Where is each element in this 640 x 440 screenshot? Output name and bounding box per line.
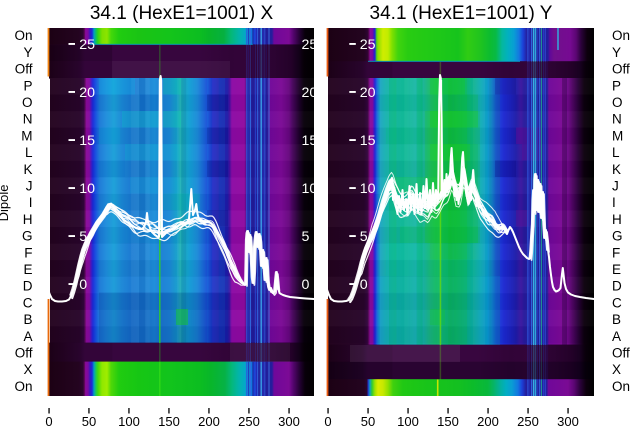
svg-text:5: 5	[360, 229, 368, 245]
svg-text:50: 50	[82, 414, 96, 429]
svg-text:150: 150	[158, 414, 180, 429]
svg-text:On: On	[612, 28, 630, 43]
svg-text:H: H	[612, 212, 622, 227]
svg-text:L: L	[25, 145, 33, 160]
svg-text:15: 15	[302, 133, 318, 149]
svg-text:I: I	[612, 195, 616, 210]
svg-text:J: J	[612, 179, 619, 194]
svg-text:D: D	[612, 279, 622, 294]
svg-text:X: X	[23, 362, 32, 377]
svg-text:5: 5	[79, 229, 87, 245]
svg-text:G: G	[612, 229, 623, 244]
svg-text:0: 0	[360, 277, 368, 293]
svg-text:200: 200	[198, 414, 220, 429]
svg-text:P: P	[612, 78, 621, 93]
svg-text:G: G	[22, 229, 33, 244]
svg-text:15: 15	[79, 133, 95, 149]
svg-text:5: 5	[302, 229, 310, 245]
svg-text:O: O	[612, 95, 623, 110]
svg-text:15: 15	[360, 133, 376, 149]
svg-text:F: F	[612, 245, 620, 260]
svg-text:B: B	[612, 312, 621, 327]
svg-text:0: 0	[79, 277, 87, 293]
svg-text:0: 0	[302, 277, 310, 293]
svg-text:Y: Y	[23, 45, 32, 60]
svg-text:0: 0	[324, 414, 331, 429]
svg-text:50: 50	[361, 414, 375, 429]
svg-text:P: P	[23, 78, 32, 93]
svg-text:A: A	[612, 329, 621, 344]
svg-text:K: K	[23, 162, 32, 177]
svg-text:300: 300	[557, 414, 579, 429]
svg-text:0: 0	[45, 414, 52, 429]
svg-text:H: H	[23, 212, 33, 227]
svg-text:M: M	[21, 128, 32, 143]
svg-text:10: 10	[360, 181, 376, 197]
svg-text:150: 150	[437, 414, 459, 429]
svg-text:M: M	[612, 128, 623, 143]
svg-text:Off: Off	[15, 62, 33, 77]
svg-text:20: 20	[79, 85, 95, 101]
svg-text:X: X	[612, 362, 621, 377]
svg-text:34.1 (HexE1=1001) Y: 34.1 (HexE1=1001) Y	[370, 3, 553, 24]
svg-text:I: I	[29, 195, 33, 210]
svg-text:Dipole: Dipole	[0, 185, 11, 222]
svg-text:10: 10	[79, 181, 95, 197]
svg-text:L: L	[612, 145, 620, 160]
svg-text:250: 250	[238, 414, 260, 429]
svg-text:C: C	[612, 295, 622, 310]
svg-text:On: On	[14, 379, 32, 394]
svg-text:J: J	[26, 179, 33, 194]
svg-text:Off: Off	[15, 346, 33, 361]
svg-text:E: E	[23, 262, 32, 277]
svg-text:250: 250	[517, 414, 539, 429]
svg-text:N: N	[23, 112, 33, 127]
svg-text:34.1 (HexE1=1001) X: 34.1 (HexE1=1001) X	[90, 3, 274, 24]
svg-text:100: 100	[118, 414, 140, 429]
svg-text:D: D	[23, 279, 33, 294]
svg-text:On: On	[14, 28, 32, 43]
svg-text:On: On	[612, 379, 630, 394]
svg-text:10: 10	[302, 181, 318, 197]
svg-text:B: B	[23, 312, 32, 327]
svg-text:25: 25	[79, 37, 95, 53]
svg-text:K: K	[612, 162, 621, 177]
svg-text:100: 100	[397, 414, 419, 429]
svg-text:C: C	[23, 295, 33, 310]
svg-text:E: E	[612, 262, 621, 277]
svg-text:300: 300	[278, 414, 300, 429]
svg-text:F: F	[24, 245, 32, 260]
svg-text:20: 20	[360, 85, 376, 101]
svg-text:O: O	[22, 95, 33, 110]
svg-text:A: A	[23, 329, 32, 344]
svg-text:Off: Off	[612, 62, 630, 77]
svg-text:Y: Y	[612, 45, 621, 60]
svg-text:200: 200	[477, 414, 499, 429]
svg-text:25: 25	[360, 37, 376, 53]
svg-text:20: 20	[302, 85, 318, 101]
svg-text:25: 25	[302, 37, 318, 53]
svg-text:N: N	[612, 112, 622, 127]
svg-text:Off: Off	[612, 346, 630, 361]
